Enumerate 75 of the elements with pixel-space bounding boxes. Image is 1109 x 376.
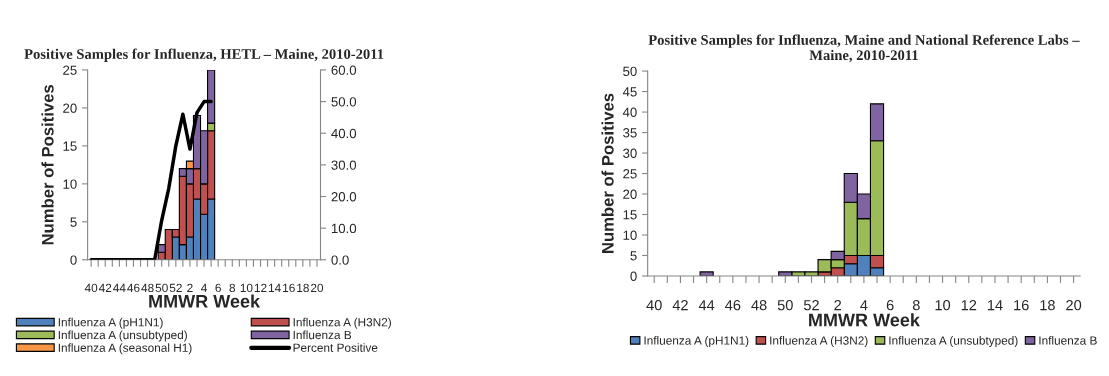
x-tick-label: 42 (672, 299, 688, 311)
x-tick-label: 10 (240, 283, 253, 293)
y-tick-label: 5 (630, 251, 637, 261)
x-tick-label: 52 (169, 283, 182, 293)
x-tick-label: 10 (935, 299, 951, 311)
y-tick-label: 25 (63, 65, 77, 75)
x-tick-label: 40 (646, 299, 662, 311)
legend-label: Influenza B (1039, 336, 1097, 345)
x-tick-label: 12 (254, 283, 267, 292)
bar (699, 271, 714, 276)
x-tick-label: 50 (777, 299, 793, 311)
x-tick-label: 2 (834, 299, 842, 311)
x-tick-label: 20 (1066, 299, 1082, 311)
chart-title: Positive Samples for Influenza, Maine and National Reference Labs – Maine, 2010-2011 (648, 34, 1080, 63)
x-tick-label: 48 (141, 283, 154, 293)
x-tick-label: 6 (886, 299, 894, 311)
legend-label: Influenza A (pH1N1) (58, 317, 163, 329)
y-tick-label: 30 (623, 148, 637, 158)
y-tick-label: 0 (70, 255, 77, 265)
legend-label: Influenza A (pH1N1) (644, 336, 749, 348)
x-tick-label: 14 (987, 300, 1003, 311)
y-tick-label: 10 (63, 179, 77, 189)
x-tick-label: 4 (201, 283, 207, 292)
legend-label: Influenza B (293, 330, 352, 340)
y-tick-label: 15 (63, 141, 77, 151)
legend-label: Percent Positive (293, 343, 378, 352)
x-tick-label: 44 (113, 283, 126, 292)
x-tick-label: 48 (751, 299, 767, 311)
y-tick-label: 50 (623, 66, 637, 76)
x-tick-label: 16 (1014, 299, 1029, 311)
x-axis-title: MMWR Week (149, 294, 261, 308)
y-tick-label: 10 (623, 230, 637, 240)
legend-label: Influenza A (seasonal H1) (58, 343, 192, 355)
legend-label: Influenza A (H3N2) (770, 336, 868, 348)
x-tick-label: 40 (84, 283, 98, 293)
x-tick-label: 46 (725, 299, 741, 311)
y2-tick-label: 10.0 (331, 223, 357, 234)
legend-label: Influenza A (unsubtyped) (889, 336, 1018, 348)
y2-tick-label: 30.0 (331, 160, 357, 170)
y-tick-label: 0 (630, 271, 637, 281)
x-tick-label: 14 (268, 283, 281, 292)
x-tick-label: 52 (803, 299, 819, 311)
x-tick-label: 44 (698, 300, 715, 311)
x-tick-label: 50 (155, 283, 168, 293)
x-tick-label: 18 (297, 283, 309, 293)
x-tick-label: 20 (311, 283, 324, 293)
y-tick-label: 45 (622, 87, 637, 97)
legend-label: Influenza A (H3N2) (293, 317, 391, 329)
y-axis-title: Number of Positives (41, 84, 54, 245)
y-tick-label: 15 (623, 210, 637, 220)
y-axis-title: Number of Positives (601, 93, 614, 253)
y2-tick-label: 50.0 (331, 97, 357, 107)
x-tick-label: 8 (229, 283, 236, 293)
x-tick-label: 12 (961, 299, 977, 311)
y-tick-label: 35 (623, 128, 637, 138)
x-tick-label: 18 (1040, 299, 1055, 311)
x-tick-label: 4 (860, 300, 868, 311)
y-tick-label: 5 (70, 217, 77, 227)
chart-title: Positive Samples for Influenza, HETL – Maine, 2010-2011 (24, 48, 384, 62)
y2-tick-label: 40.0 (331, 128, 357, 139)
x-tick-label: 42 (98, 283, 112, 292)
y-tick-label: 20 (63, 103, 77, 113)
y2-tick-label: 20.0 (331, 192, 357, 202)
y-tick-label: 40 (622, 107, 637, 117)
legend-label: Influenza A (unsubtyped) (58, 330, 187, 342)
y2-tick-label: 0.0 (331, 255, 349, 265)
x-axis-title: MMWR Week (809, 313, 920, 327)
x-tick-label: 46 (127, 283, 140, 293)
y-tick-label: 20 (623, 189, 637, 199)
x-tick-label: 16 (283, 283, 295, 293)
x-tick-label: 2 (187, 283, 193, 292)
x-tick-label: 6 (215, 283, 221, 293)
y-tick-label: 25 (623, 169, 637, 179)
y2-tick-label: 60.0 (331, 65, 357, 75)
x-tick-label: 8 (912, 299, 920, 311)
